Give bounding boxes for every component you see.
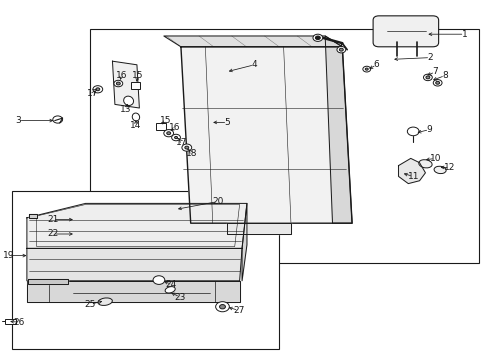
Polygon shape — [242, 203, 246, 281]
Circle shape — [423, 74, 431, 81]
Text: 23: 23 — [174, 292, 185, 302]
Circle shape — [184, 146, 188, 149]
Polygon shape — [181, 47, 351, 223]
Text: 11: 11 — [407, 172, 418, 181]
Text: 1: 1 — [461, 30, 467, 39]
Polygon shape — [29, 214, 37, 218]
Circle shape — [365, 68, 367, 70]
Polygon shape — [227, 223, 290, 234]
Circle shape — [339, 48, 343, 51]
Text: 19: 19 — [3, 251, 15, 260]
Circle shape — [182, 144, 191, 151]
Bar — [156, 123, 166, 130]
Polygon shape — [163, 36, 342, 47]
Bar — [12, 191, 278, 349]
Polygon shape — [28, 279, 68, 284]
Text: 5: 5 — [224, 118, 230, 127]
Ellipse shape — [418, 160, 431, 168]
Text: 17: 17 — [176, 138, 187, 147]
Text: 22: 22 — [47, 230, 59, 239]
Text: 12: 12 — [443, 163, 455, 172]
Circle shape — [116, 82, 120, 85]
Text: 26: 26 — [13, 318, 24, 327]
Text: 16: 16 — [169, 123, 181, 132]
Polygon shape — [27, 203, 246, 248]
Circle shape — [362, 66, 370, 72]
Circle shape — [93, 86, 102, 93]
Circle shape — [163, 130, 173, 137]
Text: 9: 9 — [426, 125, 431, 134]
Text: 15: 15 — [159, 116, 171, 125]
Circle shape — [312, 34, 322, 41]
Text: 8: 8 — [441, 71, 447, 80]
Circle shape — [174, 136, 177, 139]
Polygon shape — [112, 61, 139, 108]
Ellipse shape — [98, 298, 112, 305]
Circle shape — [336, 46, 345, 53]
Text: 10: 10 — [428, 154, 440, 163]
Text: 7: 7 — [431, 68, 437, 77]
Text: 6: 6 — [373, 60, 379, 69]
Ellipse shape — [132, 113, 140, 121]
Ellipse shape — [433, 166, 445, 174]
Polygon shape — [27, 248, 242, 281]
Circle shape — [435, 81, 439, 84]
Text: 25: 25 — [84, 300, 96, 309]
Text: 20: 20 — [211, 197, 223, 206]
Circle shape — [315, 36, 320, 40]
Text: 27: 27 — [232, 306, 244, 315]
Circle shape — [432, 80, 441, 86]
Circle shape — [171, 134, 180, 141]
Text: 14: 14 — [130, 122, 142, 130]
Circle shape — [114, 80, 122, 87]
Text: 17: 17 — [87, 89, 99, 98]
Text: 21: 21 — [47, 215, 59, 224]
Text: 24: 24 — [165, 280, 177, 289]
Bar — [131, 82, 140, 89]
Ellipse shape — [123, 96, 133, 105]
Text: 15: 15 — [132, 71, 143, 80]
Text: 3: 3 — [16, 116, 21, 125]
Circle shape — [53, 116, 62, 123]
Bar — [5, 319, 16, 324]
FancyBboxPatch shape — [372, 16, 438, 47]
Text: 18: 18 — [185, 149, 197, 158]
Circle shape — [407, 127, 418, 136]
Circle shape — [166, 132, 170, 135]
Text: 4: 4 — [251, 60, 257, 69]
Text: 16: 16 — [115, 71, 127, 80]
Text: 2: 2 — [427, 53, 432, 62]
Text: 13: 13 — [120, 105, 132, 114]
Circle shape — [215, 302, 229, 312]
Circle shape — [96, 88, 100, 91]
Polygon shape — [325, 36, 351, 223]
Polygon shape — [398, 158, 425, 184]
Ellipse shape — [165, 287, 175, 293]
Bar — [90, 29, 478, 263]
Circle shape — [425, 76, 429, 79]
Circle shape — [153, 276, 164, 284]
Polygon shape — [27, 281, 239, 302]
Circle shape — [219, 305, 225, 309]
